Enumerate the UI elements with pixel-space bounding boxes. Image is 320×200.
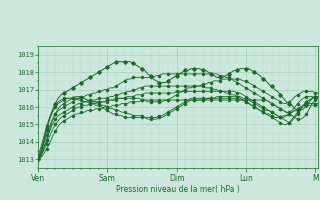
X-axis label: Pression niveau de la mer( hPa ): Pression niveau de la mer( hPa )	[116, 185, 240, 194]
